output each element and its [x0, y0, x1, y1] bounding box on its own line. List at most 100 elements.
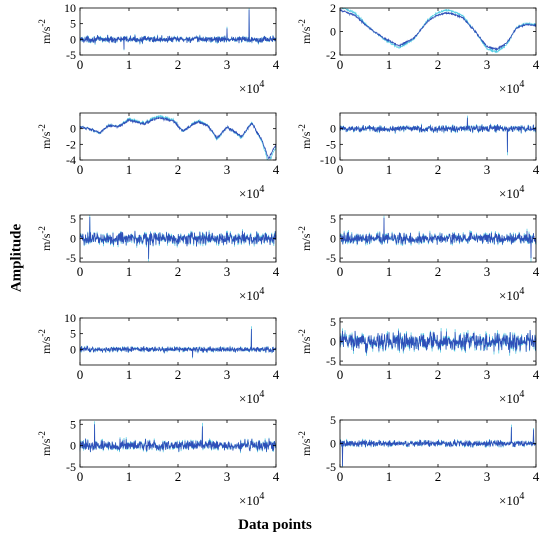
- y-tick-label: -5: [326, 460, 336, 474]
- x-tick-label: 1: [386, 57, 393, 72]
- x-tick-label: 0: [77, 264, 84, 279]
- signal-trace: [339, 329, 537, 354]
- x-tick-label: 2: [175, 367, 182, 382]
- panel-y-label: m/s-2: [297, 19, 313, 44]
- y-tick-label: 2: [330, 1, 336, 15]
- y-tick-label: 0: [330, 232, 336, 246]
- x-tick-label: 3: [224, 162, 231, 177]
- x-multiplier: ×104: [239, 286, 264, 303]
- x-tick-label: 2: [175, 469, 182, 484]
- signal-trace: [339, 8, 537, 52]
- y-tick-label: 0: [330, 122, 336, 136]
- x-tick-label: 0: [77, 367, 84, 382]
- y-tick-label: -5: [66, 460, 76, 474]
- panel-y-label: m/s-2: [37, 226, 53, 251]
- signal-trace: [79, 116, 277, 160]
- y-tick-label: -10: [320, 153, 336, 167]
- x-tick-label: 1: [126, 264, 133, 279]
- signal-trace-light: [79, 7, 277, 51]
- x-tick-label: 4: [533, 367, 540, 382]
- x-tick-label: 3: [484, 57, 491, 72]
- x-tick-label: 3: [484, 264, 491, 279]
- panel-y-label: m/s-2: [37, 19, 53, 44]
- x-tick-label: 1: [126, 162, 133, 177]
- x-tick-label: 1: [386, 162, 393, 177]
- x-multiplier: ×104: [499, 491, 524, 508]
- y-tick-label: 5: [330, 315, 336, 329]
- x-tick-label: 0: [77, 162, 84, 177]
- y-tick-label: 0: [70, 32, 76, 46]
- y-tick-label: 5: [330, 212, 336, 226]
- x-multiplier: ×104: [499, 184, 524, 201]
- x-tick-label: 1: [386, 469, 393, 484]
- x-tick-label: 2: [435, 264, 442, 279]
- y-tick-label: 5: [70, 417, 76, 431]
- x-tick-label: 3: [224, 264, 231, 279]
- y-tick-label: -5: [66, 48, 76, 62]
- x-tick-label: 4: [273, 367, 280, 382]
- y-tick-label: -5: [326, 354, 336, 368]
- x-tick-label: 1: [126, 367, 133, 382]
- x-tick-label: 4: [273, 57, 280, 72]
- x-tick-label: 2: [435, 367, 442, 382]
- x-tick-label: 4: [533, 162, 540, 177]
- x-tick-label: 0: [337, 367, 344, 382]
- x-multiplier: ×104: [239, 184, 264, 201]
- panel-y-label: m/s-2: [297, 226, 313, 251]
- x-multiplier: ×104: [499, 286, 524, 303]
- x-tick-label: 3: [484, 367, 491, 382]
- axes-frame: [79, 112, 277, 161]
- x-tick-label: 0: [337, 57, 344, 72]
- x-tick-label: 4: [533, 57, 540, 72]
- y-tick-label: 0: [70, 232, 76, 246]
- signal-trace: [79, 9, 277, 50]
- x-tick-label: 2: [435, 162, 442, 177]
- y-tick-label: 0: [330, 335, 336, 349]
- y-tick-label: -2: [66, 137, 76, 151]
- x-tick-label: 2: [175, 162, 182, 177]
- signal-trace: [79, 328, 277, 358]
- x-multiplier: ×104: [239, 491, 264, 508]
- x-multiplier: ×104: [499, 79, 524, 96]
- x-tick-label: 4: [273, 469, 280, 484]
- x-multiplier: ×104: [239, 389, 264, 406]
- x-tick-label: 0: [77, 469, 84, 484]
- x-multiplier: ×104: [499, 389, 524, 406]
- panel-y-label: m/s-2: [297, 329, 313, 354]
- y-tick-label: 10: [64, 1, 76, 15]
- y-tick-label: 0: [330, 25, 336, 39]
- signal-trace-light: [79, 421, 277, 454]
- y-tick-label: 5: [330, 413, 336, 427]
- y-tick-label: -2: [326, 48, 336, 62]
- x-tick-label: 3: [224, 57, 231, 72]
- y-tick-label: -4: [66, 153, 76, 167]
- panel-y-label: m/s-2: [37, 329, 53, 354]
- signal-trace: [339, 117, 537, 153]
- x-tick-label: 0: [337, 469, 344, 484]
- x-tick-label: 1: [126, 469, 133, 484]
- x-axis-label: Data points: [238, 517, 312, 533]
- x-tick-label: 1: [386, 264, 393, 279]
- x-tick-label: 3: [224, 367, 231, 382]
- x-tick-label: 1: [126, 57, 133, 72]
- y-tick-label: 0: [70, 122, 76, 136]
- x-multiplier: ×104: [239, 79, 264, 96]
- signal-trace: [79, 216, 277, 259]
- y-tick-label: 5: [70, 327, 76, 341]
- axes-frame: [339, 112, 537, 161]
- axes-frame: [79, 317, 277, 366]
- signal-trace: [79, 424, 277, 453]
- y-tick-label: 0: [70, 342, 76, 356]
- axes-frame: [79, 7, 277, 56]
- y-axis-label: Amplitude: [8, 223, 25, 293]
- y-tick-label: -5: [326, 251, 336, 265]
- signal-trace-light: [79, 326, 277, 359]
